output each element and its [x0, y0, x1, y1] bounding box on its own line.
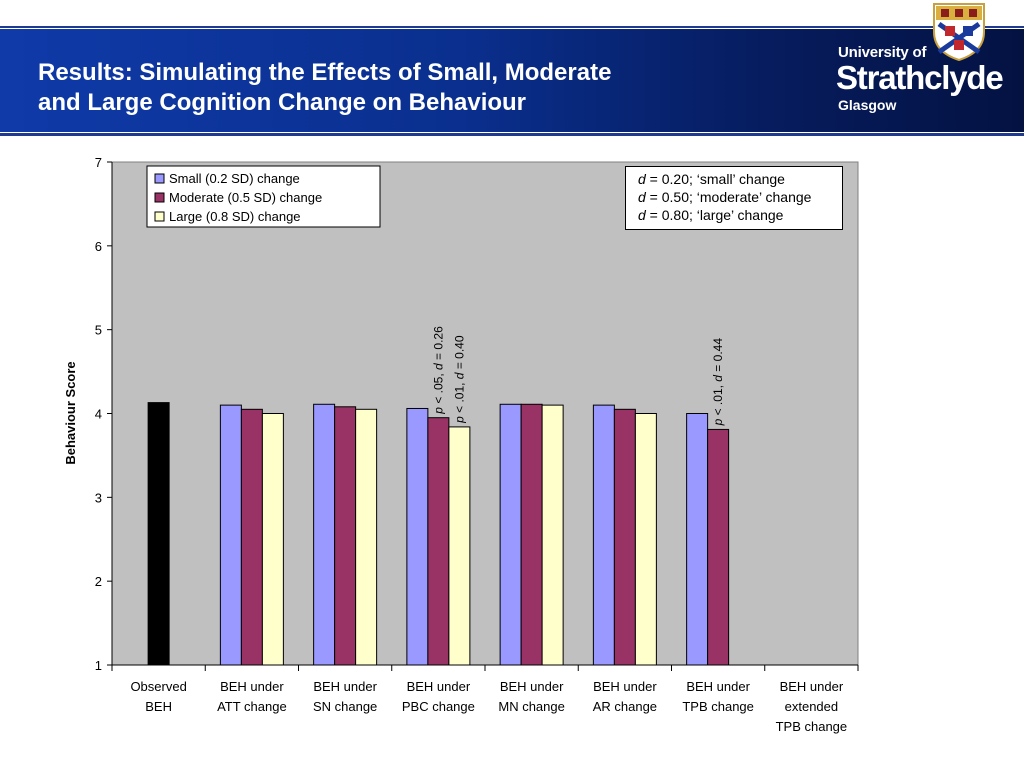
- significance-label: p < .01, d = 0.44: [711, 338, 725, 427]
- effect-size-text: = 0.50; ‘moderate’ change: [645, 189, 812, 205]
- y-tick-label: 6: [95, 239, 102, 254]
- y-tick-label: 7: [95, 155, 102, 170]
- effect-size-symbol: d: [638, 189, 646, 205]
- effect-size-text: = 0.80; ‘large’ change: [645, 207, 784, 223]
- bar-series-1: [499, 403, 522, 666]
- bar-series-3: [355, 408, 378, 666]
- x-category-label-line: TPB change: [776, 719, 848, 734]
- y-axis-title: Behaviour Score: [63, 361, 78, 464]
- bar-series-1: [406, 407, 429, 666]
- bar-series-3: [261, 413, 284, 666]
- x-category-label-line: BEH under: [500, 679, 564, 694]
- bar-series-2: [707, 428, 730, 666]
- significance-label-part: p: [711, 418, 725, 426]
- top-rule: [0, 26, 1024, 28]
- x-category-label-line: BEH under: [780, 679, 844, 694]
- significance-label-part: d: [452, 372, 466, 379]
- logo-line-2: Strathclyde: [836, 59, 1004, 96]
- significance-label-part: p: [431, 407, 445, 415]
- bar-series-3: [634, 413, 657, 666]
- bar-series-1: [592, 404, 615, 666]
- x-category-label-line: BEH under: [407, 679, 471, 694]
- x-category-label-line: SN change: [313, 699, 377, 714]
- logo-line-1: University of: [838, 44, 927, 61]
- x-category-label-line: Observed: [130, 679, 186, 694]
- title-banner: [0, 29, 1024, 132]
- legend-label: Moderate (0.5 SD) change: [169, 190, 322, 205]
- university-logo: University of Strathclyde Glasgow: [836, 2, 1008, 122]
- bar-series-1: [313, 403, 336, 666]
- x-category-label-line: extended: [785, 699, 839, 714]
- x-category-label: BEH under MN change: [498, 679, 564, 714]
- legend: Small (0.2 SD) change Moderate (0.5 SD) c…: [146, 165, 381, 228]
- significance-label-part: d: [711, 375, 725, 382]
- x-category-label-line: BEH under: [593, 679, 657, 694]
- significance-label-part: p: [452, 416, 466, 424]
- effect-size-symbol: d: [638, 171, 646, 187]
- significance-label-part: = 0.44: [711, 338, 725, 375]
- x-category-label: BEH under PBC change: [402, 679, 475, 714]
- y-tick-label: 4: [95, 407, 102, 422]
- significance-label-part: = 0.26: [431, 326, 445, 363]
- x-category-label-line: BEH under: [220, 679, 284, 694]
- bar-series-1: [686, 413, 709, 666]
- legend-swatch: [154, 173, 165, 184]
- legend-swatch: [154, 192, 165, 203]
- logo-line-3: Glasgow: [838, 97, 897, 113]
- y-tick-label: 3: [95, 490, 102, 505]
- bar-series-1: [219, 404, 242, 666]
- effect-size-annotation-box: d = 0.20; ‘small’ change d = 0.50; ‘moder…: [625, 166, 843, 230]
- x-category-label-line: TPB change: [682, 699, 754, 714]
- x-category-label-line: BEH under: [686, 679, 750, 694]
- legend-label: Large (0.8 SD) change: [169, 209, 301, 224]
- x-category-label: BEH under AR change: [593, 679, 658, 714]
- effect-size-line: d = 0.50; ‘moderate’ change: [638, 188, 842, 206]
- y-tick-label: 1: [95, 658, 102, 673]
- banner-bottom-rule: [0, 133, 1024, 136]
- bar-series-2: [613, 408, 636, 666]
- legend-swatch: [154, 211, 165, 222]
- x-category-label-line: BEH under: [313, 679, 377, 694]
- bar-series-2: [520, 403, 543, 666]
- significance-label-part: d: [431, 363, 445, 370]
- significance-label-part: < .01,: [711, 382, 725, 419]
- x-category-label: BEH under TPB change: [682, 679, 754, 714]
- effect-size-line: d = 0.20; ‘small’ change: [638, 170, 842, 188]
- slide-title: Results: Simulating the Effects of Small…: [38, 58, 758, 118]
- x-category-label: Observed BEH: [130, 679, 186, 714]
- bar-series-3: [541, 404, 564, 666]
- significance-label-part: = 0.40: [452, 335, 466, 372]
- x-category-label: BEH under ATT change: [217, 679, 287, 714]
- significance-label-part: < .01,: [452, 379, 466, 416]
- slide-title-line-1: Results: Simulating the Effects of Small…: [38, 59, 612, 86]
- bar-series-3: [448, 426, 471, 666]
- effect-size-text: = 0.20; ‘small’ change: [645, 171, 785, 187]
- y-tick-label: 5: [95, 323, 102, 338]
- effect-size-line: d = 0.80; ‘large’ change: [638, 206, 842, 224]
- effect-size-symbol: d: [638, 207, 646, 223]
- x-category-label: BEH under extended TPB change: [776, 679, 848, 734]
- university-crest-icon: [933, 3, 985, 62]
- bar-series-2: [334, 406, 357, 666]
- x-category-label: BEH under SN change: [313, 679, 378, 714]
- y-tick-label: 2: [95, 574, 102, 589]
- slide-title-line-2: and Large Cognition Change on Behaviour: [38, 89, 527, 116]
- x-category-label-line: MN change: [498, 699, 564, 714]
- bar-observed: [147, 402, 170, 666]
- legend-box: [146, 165, 381, 228]
- legend-label: Small (0.2 SD) change: [169, 171, 300, 186]
- bar-series-2: [427, 417, 450, 666]
- x-category-label-line: PBC change: [402, 699, 475, 714]
- x-category-label-line: AR change: [593, 699, 657, 714]
- significance-label-part: < .05,: [431, 370, 445, 407]
- x-category-label-line: BEH: [145, 699, 172, 714]
- significance-label: p < .01, d = 0.40: [452, 335, 466, 424]
- significance-label: p < .05, d = 0.26: [431, 326, 445, 415]
- bar-series-2: [240, 408, 263, 666]
- x-category-label-line: ATT change: [217, 699, 287, 714]
